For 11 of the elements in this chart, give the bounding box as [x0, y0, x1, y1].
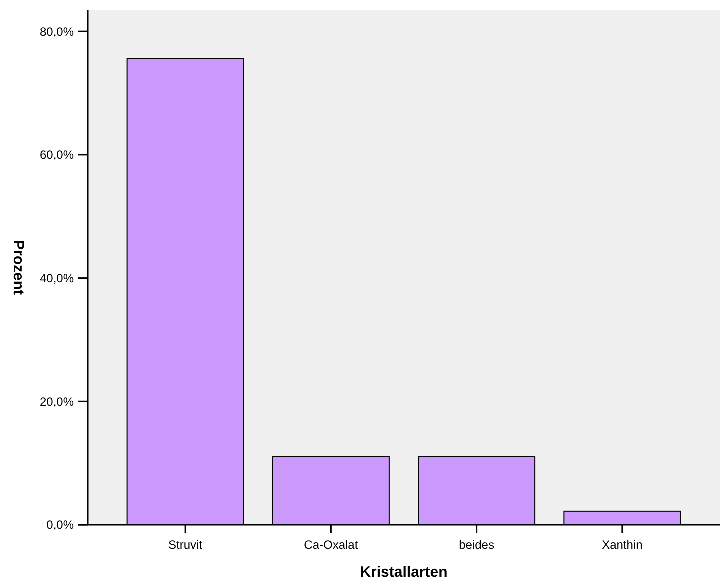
y-axis-title: Prozent — [10, 240, 27, 296]
y-tick-label: 60,0% — [40, 148, 74, 162]
x-tick-label: Xanthin — [602, 538, 643, 552]
x-tick-label: Struvit — [168, 538, 204, 552]
x-tick-label: beides — [459, 538, 494, 552]
y-tick-label: 0,0% — [46, 518, 74, 532]
x-tick-label: Ca-Oxalat — [304, 538, 359, 552]
x-axis-title: Kristallarten — [360, 564, 448, 581]
y-tick-label: 40,0% — [40, 271, 74, 286]
y-tick-label: 20,0% — [40, 394, 74, 409]
y-tick-label: 80,0% — [40, 24, 74, 39]
